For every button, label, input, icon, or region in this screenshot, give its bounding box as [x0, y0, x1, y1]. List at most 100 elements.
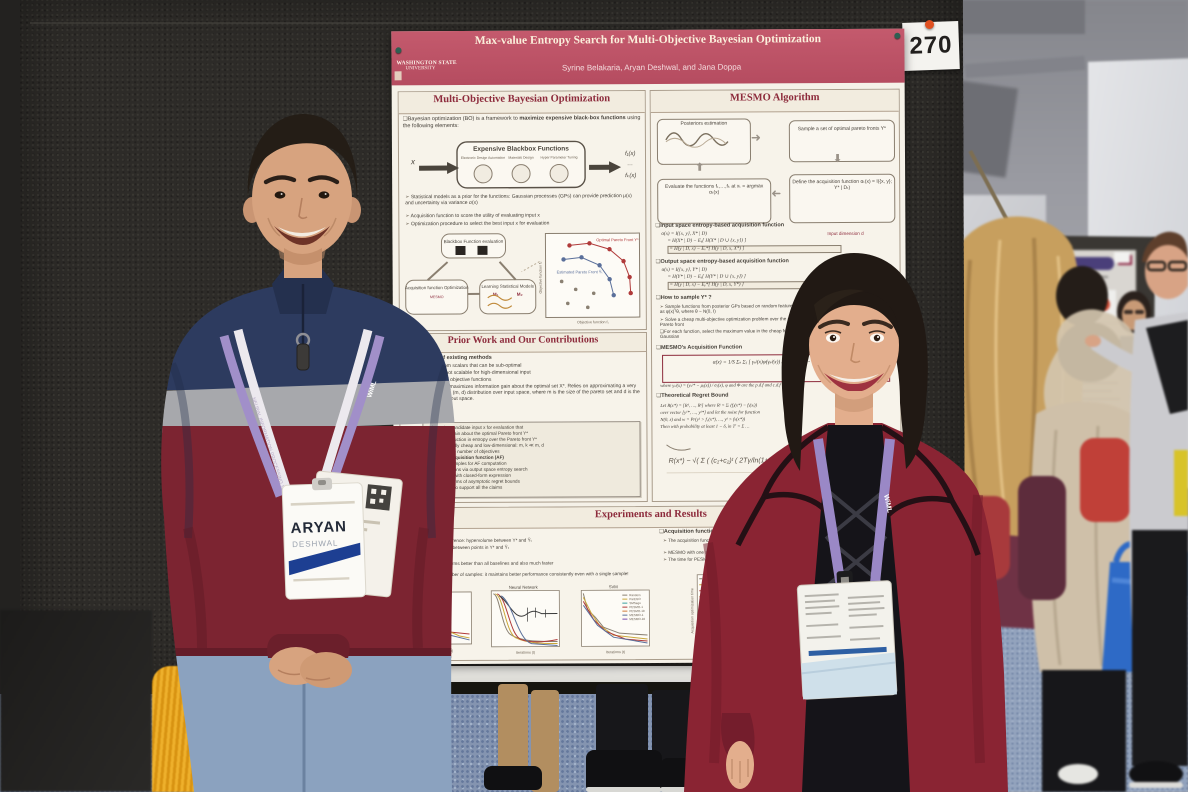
svg-text:fₖ(x): fₖ(x): [625, 173, 636, 179]
gp-curves-icon: [665, 131, 729, 148]
svg-text:Acquisition optimization time: Acquisition optimization time: [690, 588, 694, 633]
board-seam: [30, 22, 930, 24]
poster-title: Max-value Entropy Search for Multi-Objec…: [474, 33, 822, 47]
background-poster-number-card: [1114, 252, 1130, 263]
svg-text:ParEGO: ParEGO: [629, 597, 641, 601]
nose: [298, 197, 308, 220]
poster-authors: Syrine Belakaria, Aryan Deshwal, and Jan…: [561, 62, 742, 73]
svg-text:M₂: M₂: [517, 292, 523, 297]
svg-text:x: x: [410, 157, 416, 166]
badge-schedule-lines: [804, 593, 885, 641]
hand: [1085, 335, 1101, 347]
flow-posteriors: Posteriors estimation: [656, 118, 752, 165]
hair-fringe: [814, 289, 864, 323]
svg-text:f₁(x): f₁(x): [625, 151, 636, 157]
arrow-left-icon: ➜: [771, 186, 782, 201]
smiling-mouth: [274, 226, 330, 245]
arrow-right-icon: ➜: [750, 130, 762, 145]
board-number: 270: [908, 31, 953, 60]
red-bag: [1080, 438, 1130, 522]
svg-text:PESMO-10: PESMO-10: [629, 609, 645, 613]
pushpin-icon: [925, 20, 934, 29]
wiml-lanyard-text: WiML: [882, 494, 893, 514]
svg-text:Blackbox Function evaluation: Blackbox Function evaluation: [444, 239, 504, 244]
man-head: [243, 114, 361, 278]
section-heading: MESMO Algorithm: [650, 89, 899, 113]
white-sneaker: [1058, 764, 1098, 784]
svg-text:Objective function f₂: Objective function f₂: [539, 261, 543, 294]
svg-text:Expensive Blackbox Functions: Expensive Blackbox Functions: [473, 145, 569, 153]
man-sweater: [161, 270, 456, 792]
eyebrow: [862, 319, 893, 329]
svg-text:Neural Network: Neural Network: [509, 585, 539, 590]
section-mobo: Multi-Objective Bayesian Optimization Ba…: [397, 90, 647, 332]
wsu-logo-icon: [394, 71, 402, 81]
eye: [318, 191, 330, 199]
person-left-aryan: NEURAL INFORMATION PROCESSING SYSTEMS Wi…: [161, 114, 456, 792]
svg-text:Iterations (t): Iterations (t): [516, 651, 535, 655]
wiml-lanyard-strap: [219, 334, 285, 498]
svg-text:Random: Random: [629, 593, 641, 597]
man-badge: WiML ARYAN DESHWAL: [281, 470, 403, 600]
poster-header: Max-value Entropy Search for Multi-Objec…: [391, 28, 905, 86]
blackbox-diagram: Expensive Blackbox Functions Electronic …: [410, 140, 636, 189]
svg-text:SVM: SVM: [609, 584, 619, 589]
wsu-logo: WASHINGTON STATE UNIVERSITY: [396, 60, 457, 72]
badge-blue-line: [808, 646, 887, 656]
convergence-chart-nn: Neural Network Iterations (t): [490, 585, 560, 655]
woman-badge-flipped: [796, 570, 898, 700]
pushpin-icon: [395, 47, 402, 54]
zipper-pull-icon: [296, 343, 310, 371]
person-right-syrine: WiML: [684, 253, 1008, 792]
black-shoe: [484, 766, 542, 790]
nike-sneaker: [586, 750, 662, 792]
nose: [850, 342, 861, 364]
blazer-trim: [735, 424, 981, 556]
teeth: [829, 374, 879, 382]
pushpin-icon: [894, 32, 901, 39]
man-hair: [247, 114, 358, 200]
acq-input-heading: Input space entropy-based acquisition fu…: [655, 222, 895, 230]
woman-head: [781, 253, 928, 471]
arrow-down-icon: ⬇: [832, 152, 843, 166]
badge-first-name: ARYAN: [290, 518, 347, 537]
glasses-icon: [1146, 260, 1167, 272]
black-sneaker: [1129, 761, 1183, 787]
backpack-strap: [1146, 320, 1188, 414]
flow-evaluate: Evaluate the functions f₁,…,fₖ at xₜ = a…: [657, 178, 772, 224]
badge-last-name: DESHWAL: [292, 539, 339, 550]
eyebrow: [263, 175, 297, 185]
svg-text:Iterations (t): Iterations (t): [606, 650, 625, 654]
glasses-icon: [1124, 310, 1133, 314]
flow-define: Define the acquisition function αₜ(x) = …: [789, 173, 896, 224]
woman-hand: [721, 713, 755, 789]
teeth: [278, 227, 326, 237]
svg-text:Objective function f₁: Objective function f₁: [577, 320, 610, 324]
svg-text:Materials Design: Materials Design: [508, 156, 533, 160]
eyebrow: [818, 319, 850, 329]
svg-text:MESMO: MESMO: [430, 295, 444, 299]
bo-loop-diagram: Blackbox Function evaluation Acquisition…: [405, 232, 641, 324]
neurips-lanyard-strap: [233, 328, 293, 496]
svg-text:MESMO-10: MESMO-10: [629, 617, 645, 621]
svg-text:MESMO-1: MESMO-1: [629, 613, 643, 617]
board-left-edge: [0, 0, 20, 710]
svg-text:Electronic Design Automation: Electronic Design Automation: [461, 156, 505, 160]
eyebrow: [307, 175, 340, 185]
maroon-backpack: [1018, 476, 1066, 600]
svg-text:Acquisition function Optimizat: Acquisition function Optimization: [405, 285, 469, 290]
svg-text:R(x*) − √( Σ ( (c₁+c₂)ᵗ ( 2Tγ/: R(x*) − √( Σ ( (c₁+c₂)ᵗ ( 2Tγ/ln(1+σ¯²) …: [669, 456, 795, 465]
backpack-yellow-patch: [1174, 450, 1188, 516]
eye: [274, 191, 286, 199]
svg-text:Hyper Parameter Tuning: Hyper Parameter Tuning: [541, 155, 578, 159]
background-crowd: [938, 216, 1188, 792]
man-with-glasses: [1085, 231, 1188, 788]
arrow-up-icon: ⬆: [695, 161, 705, 174]
ceiling-truss: [945, 0, 1085, 34]
svg-text:M₁: M₁: [493, 292, 499, 297]
man-hands: [267, 634, 352, 688]
svg-text:…: …: [627, 161, 633, 167]
red-lips-smile: [824, 373, 884, 392]
svg-text:Optimal Pareto Front Y*: Optimal Pareto Front Y*: [596, 237, 639, 242]
